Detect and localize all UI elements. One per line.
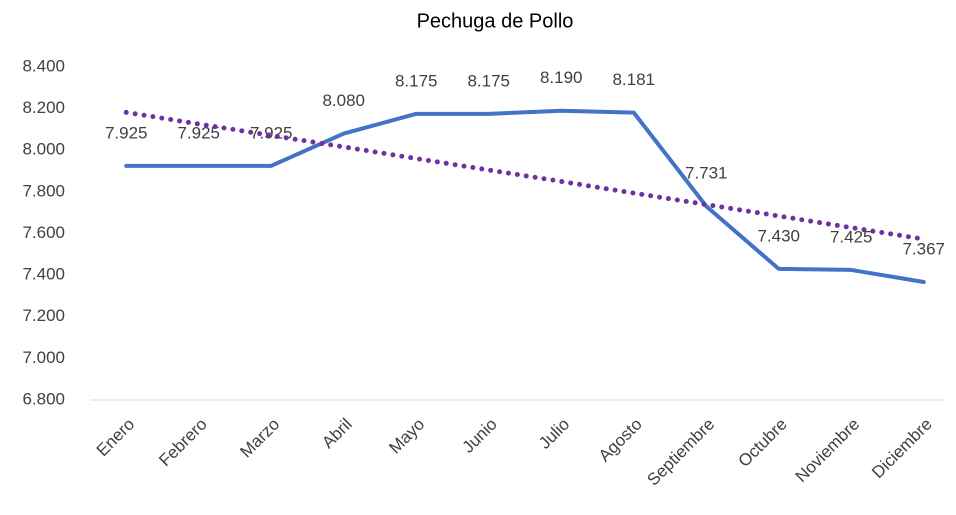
x-tick-label: Octubre	[735, 415, 791, 471]
data-label: 8.175	[467, 71, 510, 90]
y-tick-label: 7.000	[22, 348, 65, 367]
x-tick-label: Junio	[459, 415, 501, 457]
data-label: 7.731	[685, 164, 728, 183]
data-label: 7.925	[177, 123, 220, 142]
x-tick-label: Febrero	[155, 415, 211, 471]
y-tick-label: 7.200	[22, 306, 65, 325]
x-tick-label: Agosto	[595, 415, 646, 466]
y-tick-label: 8.400	[22, 56, 65, 75]
x-tick-label: Mayo	[385, 415, 428, 458]
y-tick-label: 6.800	[22, 389, 65, 408]
x-tick-label: Julio	[535, 415, 573, 453]
x-tick-label: Enero	[93, 415, 139, 461]
data-label: 7.925	[250, 123, 293, 142]
x-tick-label: Abril	[318, 415, 355, 452]
data-label: 7.925	[105, 123, 148, 142]
data-label: 8.181	[612, 70, 655, 89]
line	[124, 108, 926, 284]
data-label: 8.175	[395, 71, 438, 90]
x-tick-label: Septiembre	[643, 415, 718, 490]
y-tick-label: 8.200	[22, 98, 65, 117]
data-label: 8.190	[540, 68, 583, 87]
trend-line	[123, 109, 927, 242]
x-tick-label: Marzo	[236, 415, 283, 462]
chart-title: Pechuga de Pollo	[417, 10, 574, 32]
data-label: 7.430	[757, 226, 800, 245]
y-tick-label: 7.600	[22, 223, 65, 242]
x-tick-label: Noviembre	[792, 415, 864, 487]
data-label: 7.367	[902, 239, 945, 258]
y-tick-label: 7.800	[22, 181, 65, 200]
x-tick-label: Diciembre	[868, 415, 936, 483]
y-tick-label: 7.400	[22, 265, 65, 284]
data-label: 7.425	[830, 227, 873, 246]
data-label: 8.080	[322, 91, 365, 110]
y-tick-label: 8.000	[22, 140, 65, 159]
